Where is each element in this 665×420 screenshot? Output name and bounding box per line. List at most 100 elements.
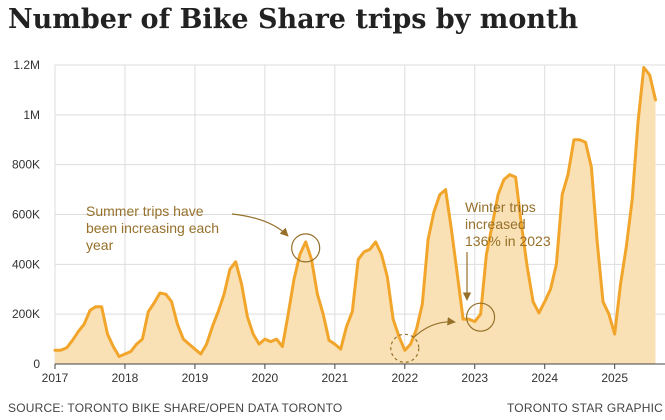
trips-data-point: [590, 166, 592, 168]
trips-data-point: [299, 253, 301, 255]
trips-data-point: [89, 309, 91, 311]
annotation-summer-arrow: [231, 213, 289, 237]
trips-data-point: [549, 288, 551, 290]
trips-data-point: [223, 293, 225, 295]
trips-data-point: [66, 347, 68, 349]
trips-data-point: [637, 121, 639, 123]
trips-data-point: [619, 283, 621, 285]
annotation-winter-line: 136% in 2023: [465, 233, 551, 249]
trips-data-point: [130, 350, 132, 352]
trips-data-point: [392, 318, 394, 320]
trips-data-point: [188, 343, 190, 345]
trips-data-point: [608, 313, 610, 315]
trips-data-point: [649, 74, 651, 76]
trips-data-point: [427, 238, 429, 240]
annotation-winter-compare-arrow: [412, 317, 456, 339]
trips-data-point: [71, 339, 73, 341]
trips-data-point: [602, 301, 604, 303]
trips-series-line: [53, 66, 657, 358]
trips-data-point: [439, 193, 441, 195]
trips-data-point: [240, 283, 242, 285]
trips-data-point: [83, 323, 85, 325]
trips-data-point: [526, 266, 528, 268]
trips-data-point: [538, 312, 540, 314]
annotation-winter-2022-circle: [390, 333, 420, 363]
trips-data-point: [258, 343, 260, 345]
trips-data-point: [270, 340, 272, 342]
trips-data-point: [485, 253, 487, 255]
trips-data-point: [229, 268, 231, 270]
trips-data-point: [194, 348, 196, 350]
y-tick-label: 600K: [12, 208, 40, 222]
trips-data-point: [112, 345, 114, 347]
trips-data-point: [159, 292, 161, 294]
trips-data-point: [479, 313, 481, 315]
trips-data-point: [415, 328, 417, 330]
trips-data-point: [514, 176, 516, 178]
trips-data-point: [165, 293, 167, 295]
trips-data-point: [316, 293, 318, 295]
trips-data-point: [654, 99, 656, 101]
x-tick-label: 2020: [252, 371, 279, 385]
trips-data-point: [334, 343, 336, 345]
trips-data-point: [275, 338, 277, 340]
y-tick-label: 1.2M: [13, 58, 40, 72]
trips-data-point: [561, 193, 563, 195]
trips-data-point: [444, 188, 446, 190]
y-tick-label: 400K: [12, 257, 40, 271]
annotation-summer-circle: [291, 233, 321, 263]
y-tick-label: 1M: [23, 108, 40, 122]
trips-data-point: [643, 66, 645, 68]
x-tick-label: 2024: [531, 371, 558, 385]
trips-data-point: [322, 313, 324, 315]
trips-data-point: [474, 320, 476, 322]
trips-data-point: [281, 345, 283, 347]
trips-data-point: [60, 349, 62, 351]
trips-data-point: [200, 353, 202, 355]
bike-share-area-chart: 0 200K 400K 600K 800K 1M 1.2M 2017 2018 2019 2020 2…: [12, 58, 665, 385]
trips-data-point: [182, 338, 184, 340]
x-tick-label: 2019: [182, 371, 209, 385]
trips-data-point: [386, 276, 388, 278]
annotation-summer-text: Summer trips have been increasing each y…: [86, 203, 223, 253]
annotation-summer-line: Summer trips have: [86, 203, 204, 219]
trips-area-fill: [55, 67, 656, 364]
trips-data-point: [357, 258, 359, 260]
trips-data-point: [100, 306, 102, 308]
trips-data-point: [217, 311, 219, 313]
x-tick-label: 2021: [321, 371, 348, 385]
trips-data-point: [573, 139, 575, 141]
trips-data-point: [584, 141, 586, 143]
annotation-summer-line: been increasing each: [86, 220, 219, 236]
x-tick-label: 2017: [42, 371, 69, 385]
trips-data-point: [363, 251, 365, 253]
trips-data-point: [404, 349, 406, 351]
trips-data-point: [340, 348, 342, 350]
chart-footer: SOURCE: TORONTO BIKE SHARE/OPEN DATA TOR…: [0, 396, 665, 420]
trips-data-point: [153, 302, 155, 304]
y-tick-label: 200K: [12, 307, 40, 321]
trips-data-point: [147, 311, 149, 313]
trips-data-point: [293, 278, 295, 280]
x-tick-label: 2018: [112, 371, 139, 385]
y-tick-label: 0: [33, 357, 40, 371]
trips-data-point: [509, 173, 511, 175]
trips-data-point: [614, 333, 616, 335]
trips-data-point: [345, 325, 347, 327]
trips-data-point: [95, 306, 97, 308]
trips-data-point: [264, 338, 266, 340]
y-tick-label: 800K: [12, 158, 40, 172]
trips-data-point: [351, 311, 353, 313]
trips-data-point: [77, 330, 79, 332]
trips-data-point: [497, 193, 499, 195]
trips-data-point: [555, 263, 557, 265]
trips-data-point: [124, 353, 126, 355]
trips-data-point: [433, 211, 435, 213]
annotation-summer-line: year: [86, 237, 114, 253]
trips-data-point: [118, 355, 120, 357]
trips-data-point: [579, 139, 581, 141]
x-tick-label: 2023: [461, 371, 488, 385]
trips-data-point: [421, 303, 423, 305]
annotation-winter-line: increased: [465, 216, 526, 232]
trips-data-point: [141, 338, 143, 340]
